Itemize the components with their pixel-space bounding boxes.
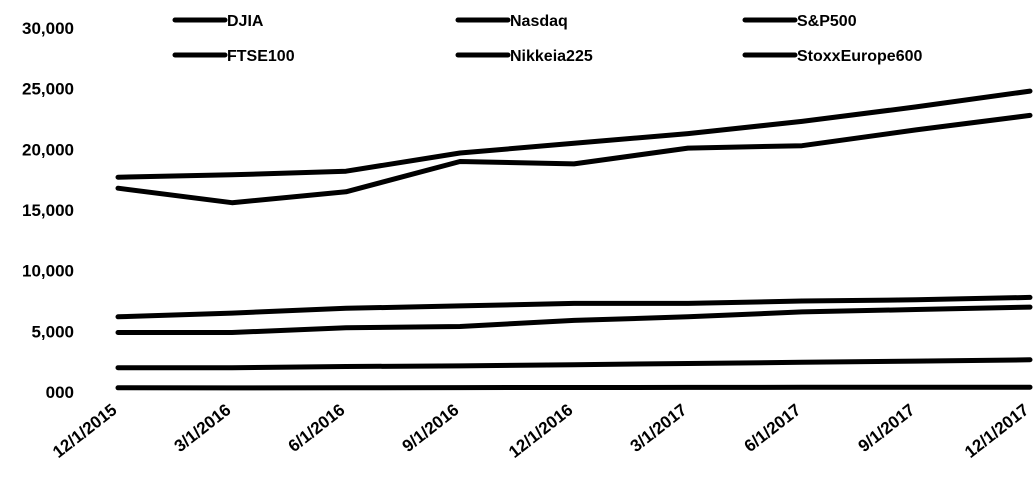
legend-label: S&P500 [797,13,857,30]
y-tick-label: 15,000 [22,201,74,220]
y-tick-label: 25,000 [22,80,74,99]
legend-label: Nikkeia225 [510,48,593,65]
series-line [115,294,1033,320]
series-line [115,112,1033,206]
x-axis: 12/1/2015 3/1/2016 6/1/2016 9/1/2016 12/1/20… [49,400,1032,462]
series-line [115,384,1033,391]
series-line [115,304,1033,335]
x-tick-label: 12/1/2016 [505,400,576,462]
legend-label: DJIA [227,13,264,30]
y-tick-label: 000 [46,383,74,402]
series-line [115,357,1033,371]
x-tick-label: 3/1/2017 [627,400,691,456]
x-tick-label: 12/1/2015 [49,400,120,462]
y-tick-label: 30,000 [22,19,74,38]
legend: DJIA Nasdaq S&P500 FTSE100 Nikkeia225 StoxxEu… [172,13,922,65]
y-tick-label: 5,000 [31,322,74,341]
x-tick-label: 6/1/2017 [741,400,805,456]
legend-label: StoxxEurope600 [797,48,922,65]
y-tick-label: 20,000 [22,140,74,159]
legend-label: Nasdaq [510,13,568,30]
x-tick-label: 3/1/2016 [171,400,235,456]
y-axis: 000 5,000 10,000 15,000 20,000 25,000 30,000 [22,19,74,402]
x-tick-label: 9/1/2016 [399,400,463,456]
x-tick-label: 12/1/2017 [961,400,1032,462]
x-tick-label: 6/1/2016 [285,400,349,456]
series-lines [115,88,1033,391]
x-tick-label: 9/1/2017 [855,400,919,456]
legend-label: FTSE100 [227,48,295,65]
y-tick-label: 10,000 [22,262,74,281]
series-line [115,88,1033,180]
